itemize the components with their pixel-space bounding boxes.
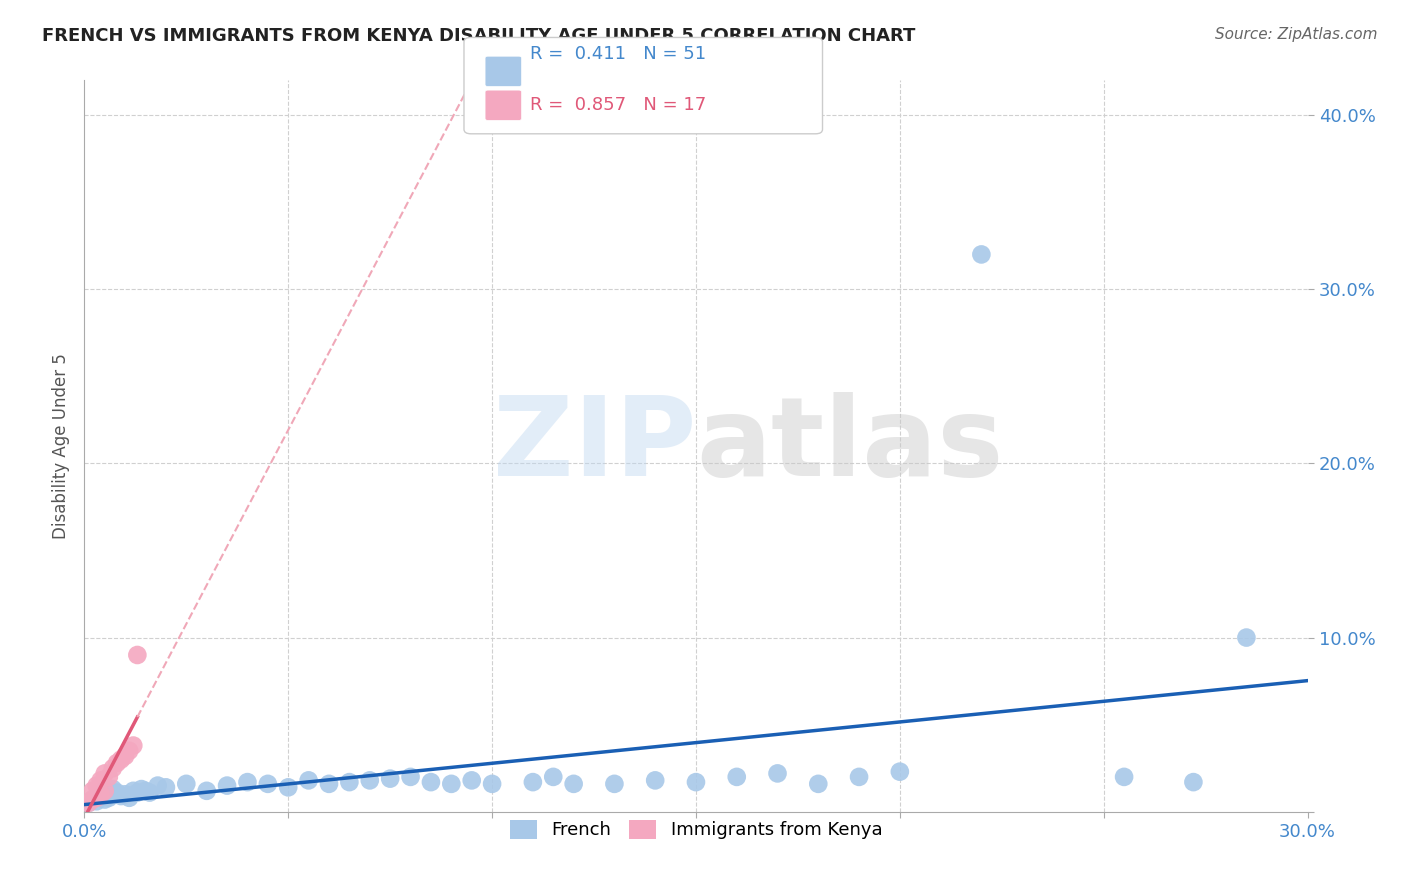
Y-axis label: Disability Age Under 5: Disability Age Under 5 [52,353,70,539]
Point [766,766,789,780]
Point [1182,775,1205,789]
Point [195,784,218,798]
Point [105,786,128,800]
Point [481,777,503,791]
Point [122,784,145,798]
Text: R =  0.857   N = 17: R = 0.857 N = 17 [530,96,706,114]
Point [131,782,153,797]
Point [127,786,149,800]
Point [101,782,124,797]
Point [97,790,120,805]
Point [217,779,239,793]
Point [277,780,299,795]
Point [889,764,911,779]
Point [77,796,100,810]
Point [543,770,565,784]
Point [93,766,115,780]
Point [562,777,585,791]
Point [127,648,149,662]
Point [101,761,124,775]
Point [1236,631,1258,645]
Point [118,790,141,805]
Point [359,773,381,788]
Point [298,773,321,788]
Point [644,773,666,788]
Point [236,775,259,789]
Point [461,773,484,788]
Point [122,739,145,753]
Point [93,792,115,806]
Point [420,775,443,789]
Point [114,749,136,764]
Point [970,247,993,261]
Point [86,790,108,805]
Point [90,789,112,803]
Point [848,770,870,784]
Point [155,780,177,795]
Point [380,772,402,786]
Point [82,784,104,798]
Text: FRENCH VS IMMIGRANTS FROM KENYA DISABILITY AGE UNDER 5 CORRELATION CHART: FRENCH VS IMMIGRANTS FROM KENYA DISABILI… [42,27,915,45]
Point [101,787,124,801]
Text: R =  0.411   N = 51: R = 0.411 N = 51 [530,45,706,62]
Point [339,775,361,789]
Point [77,796,100,810]
Point [257,777,280,791]
Point [1114,770,1136,784]
Point [685,775,707,789]
Point [86,794,108,808]
Point [440,777,463,791]
Point [135,784,157,798]
Point [603,777,626,791]
Text: atlas: atlas [696,392,1004,500]
Point [82,792,104,806]
Point [118,744,141,758]
Point [90,773,112,788]
Point [90,787,112,801]
Point [522,775,544,789]
Legend: French, Immigrants from Kenya: French, Immigrants from Kenya [502,813,890,847]
Point [174,777,197,791]
Point [725,770,748,784]
Point [399,770,422,784]
Point [110,752,132,766]
Point [97,770,120,784]
Point [138,786,160,800]
Point [86,779,108,793]
Point [93,784,115,798]
Point [146,779,169,793]
Point [318,777,340,791]
Point [114,787,136,801]
Point [807,777,830,791]
Text: ZIP: ZIP [492,392,696,500]
Point [110,789,132,803]
Text: Source: ZipAtlas.com: Source: ZipAtlas.com [1215,27,1378,42]
Point [82,792,104,806]
Point [93,784,115,798]
Point [105,756,128,770]
